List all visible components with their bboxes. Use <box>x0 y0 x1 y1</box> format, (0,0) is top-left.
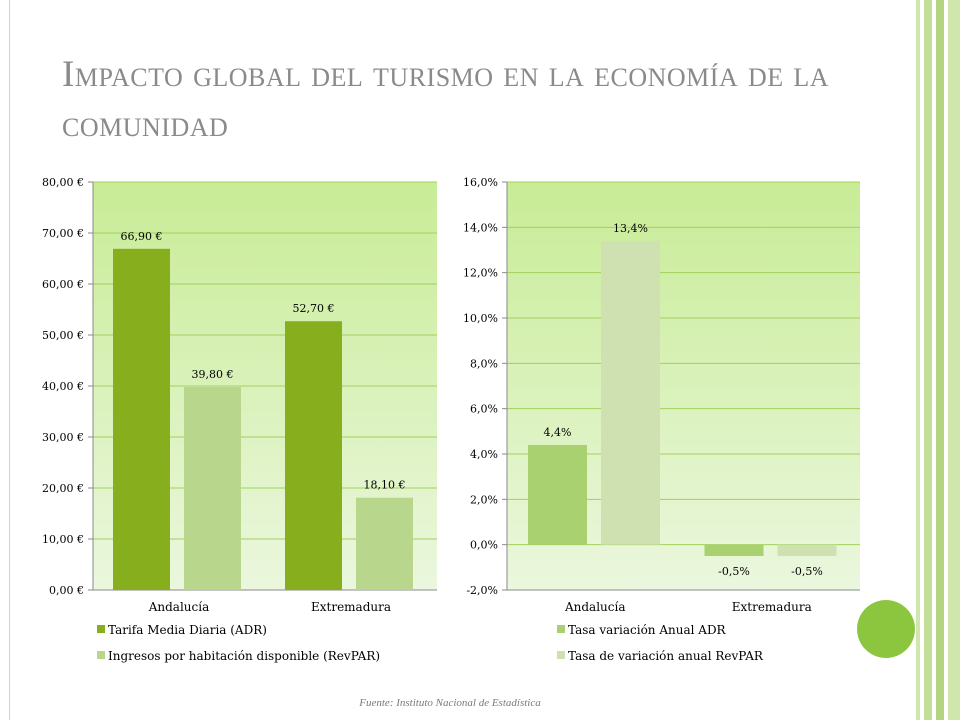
chart1-y-tick-label: 70,00 € <box>42 227 84 240</box>
chart2-legend-label: Tasa variación Anual ADR <box>568 623 727 637</box>
chart2-bar <box>704 544 764 556</box>
chart2-data-label: -0,5% <box>718 565 750 578</box>
chart2-bar <box>777 544 837 556</box>
chart2-data-label: 13,4% <box>613 222 648 235</box>
chart2-y-tick-label: 0,0% <box>470 539 498 552</box>
chart1-y-tick-label: 50,00 € <box>42 329 84 342</box>
chart2-data-label: 4,4% <box>544 426 572 439</box>
chart2-y-tick-label: 16,0% <box>463 176 498 189</box>
chart1-y-tick-label: 10,00 € <box>42 533 84 546</box>
chart2-y-tick-label: 10,0% <box>463 312 498 325</box>
chart1-bar <box>184 387 241 590</box>
chart2-y-tick-label: 4,0% <box>470 448 498 461</box>
chart2-x-tick-label: Andalucía <box>564 600 626 614</box>
chart1-bar <box>356 497 413 590</box>
slide-left-rule <box>9 0 10 720</box>
source-note: Fuente: Instituto Nacional de Estadístic… <box>359 697 541 709</box>
chart2-bar <box>601 240 660 545</box>
chart1-y-tick-label: 60,00 € <box>42 278 84 291</box>
chart2-y-tick-label: -2,0% <box>466 584 498 597</box>
chart1-data-label: 39,80 € <box>192 368 234 381</box>
chart2-y-tick-label: 8,0% <box>470 357 498 370</box>
chart1-y-tick-label: 40,00 € <box>42 380 84 393</box>
chart1-y-tick-label: 0,00 € <box>49 584 84 597</box>
right-stripe-1 <box>916 0 920 720</box>
chart2-y-tick-label: 14,0% <box>463 221 498 234</box>
chart1-bar <box>113 248 170 590</box>
chart1-x-tick-label: Andalucía <box>148 600 210 614</box>
chart1-legend-label: Ingresos por habitación disponible (RevP… <box>108 649 380 663</box>
chart2-y-tick-label: 12,0% <box>463 267 498 280</box>
chart2-x-tick-label: Extremadura <box>732 600 812 614</box>
chart1-legend-swatch <box>97 625 105 633</box>
right-stripe-4 <box>948 0 960 720</box>
right-stripe-2 <box>924 0 932 720</box>
chart2-y-tick-label: 6,0% <box>470 403 498 416</box>
chart1-data-label: 52,70 € <box>293 302 335 315</box>
chart2-legend-swatch <box>557 625 565 633</box>
chart2-legend-label: Tasa de variación anual RevPAR <box>568 649 764 663</box>
chart1-legend-swatch <box>97 651 105 659</box>
chart1-data-label: 18,10 € <box>364 479 406 492</box>
chart2-data-label: -0,5% <box>791 565 823 578</box>
chart1-y-tick-label: 20,00 € <box>42 482 84 495</box>
chart1-legend-label: Tarifa Media Diaria (ADR) <box>108 623 267 637</box>
chart2-legend-swatch <box>557 651 565 659</box>
decorative-circle <box>857 600 915 658</box>
chart1-y-tick-label: 80,00 € <box>42 176 84 189</box>
chart1-y-tick-label: 30,00 € <box>42 431 84 444</box>
chart2-bar <box>528 444 587 545</box>
right-stripe-3 <box>936 0 944 720</box>
chart2-y-tick-label: 2,0% <box>470 493 498 506</box>
chart1-data-label: 66,90 € <box>121 230 163 243</box>
chart1-bar <box>285 321 342 590</box>
chart1-x-tick-label: Extremadura <box>311 600 391 614</box>
slide-title: Impacto global del turismo en la economí… <box>62 54 830 145</box>
